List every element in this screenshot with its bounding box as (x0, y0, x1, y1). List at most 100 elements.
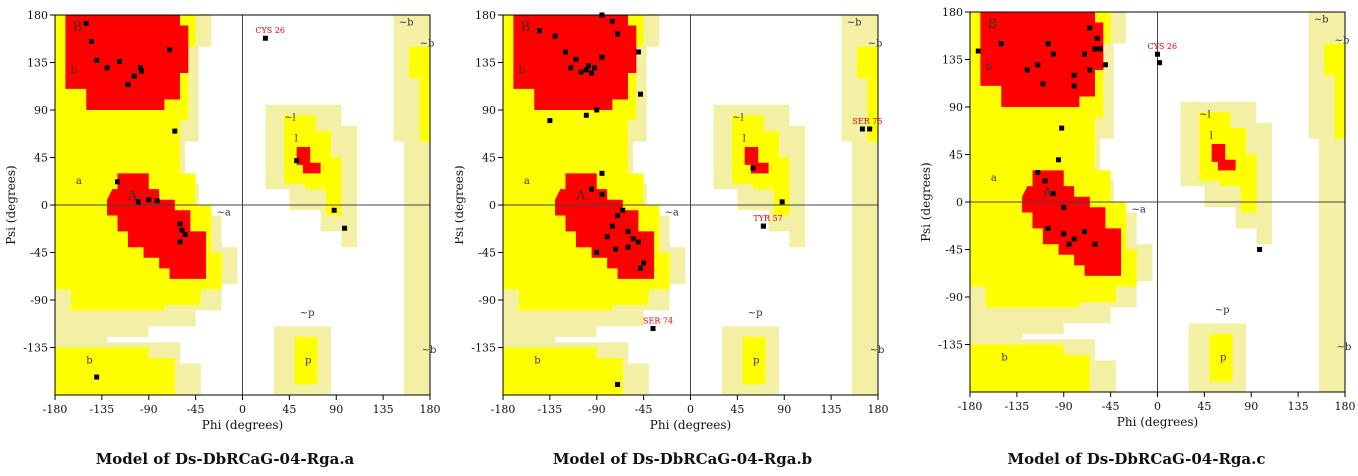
residue-point (131, 73, 137, 79)
residue-point (1082, 229, 1088, 235)
x-axis-label: Phi (degrees) (202, 418, 283, 432)
y-tick-label: -135 (471, 342, 496, 355)
x-tick-label: -135 (538, 403, 563, 416)
x-tick-label: 135 (821, 403, 842, 416)
ramachandran-plot-a: Bb a A ~a ~l l ~b ~p p ~b ~b b -180 -135 -90 -45 0 45 90 13… (4, 9, 441, 432)
residue-point (1045, 225, 1051, 231)
y-tick-label: 0 (956, 196, 963, 209)
outlier-point (650, 326, 656, 331)
region-label: b (1001, 352, 1007, 363)
region-allowed-p (1209, 333, 1233, 382)
residue-point (1024, 67, 1030, 73)
x-tick-label: -135 (90, 403, 115, 416)
caption-c: Model of Ds-DbRCaG-04-Rga.c (1007, 450, 1266, 468)
residue-point (599, 54, 605, 60)
y-tick-label: 90 (482, 104, 496, 117)
residue-point (172, 128, 178, 134)
region-label: a (524, 176, 530, 187)
residue-point (599, 170, 605, 176)
residue-point (1035, 62, 1041, 68)
ramachandran-plot-c: Bb a A ~a ~l l ~b ~p p ~b ~b b -180 -135 -90 -45 0 45 90 13… (919, 6, 1356, 429)
region-label: A (1042, 186, 1053, 201)
y-tick-label: 0 (41, 199, 48, 212)
x-tick-label: 45 (282, 403, 296, 416)
region-label: l (1210, 131, 1213, 142)
region-label: ~p (1215, 305, 1230, 316)
region-label: ~l (1199, 110, 1211, 121)
residue-point (604, 234, 610, 240)
residue-point (1092, 241, 1098, 247)
y-tick-label: 135 (475, 57, 496, 70)
outlier-label: CYS 26 (1148, 42, 1178, 51)
residue-point (594, 107, 600, 113)
y-axis-label: Psi (degrees) (4, 165, 18, 245)
region-label: l (295, 134, 298, 145)
region-label: ~b (420, 39, 435, 50)
residue-point (146, 197, 152, 203)
residue-point (1157, 60, 1163, 66)
region-label: a (991, 173, 997, 184)
residue-point (867, 126, 873, 132)
residue-point (1056, 157, 1062, 163)
residue-point (137, 65, 143, 71)
y-tick-label: 45 (482, 152, 496, 165)
caption-b: Model of Ds-DbRCaG-04-Rga.b (552, 450, 813, 468)
residue-point (1061, 204, 1067, 210)
residue-point (599, 191, 605, 197)
region-core-lambda (296, 146, 321, 174)
residue-point (1071, 236, 1077, 242)
region-label: B (988, 17, 998, 32)
residue-point (1082, 51, 1088, 57)
region-allowed-right (1324, 43, 1345, 139)
outlier-label: CYS 26 (255, 26, 285, 35)
x-tick-label: 180 (868, 403, 889, 416)
region-label: b (534, 355, 540, 366)
region-label: ~a (664, 208, 678, 219)
residue-point (1061, 231, 1067, 237)
residue-point (182, 232, 188, 238)
x-tick-label: -45 (1102, 400, 1120, 413)
residue-point (138, 68, 144, 74)
residue-point (635, 49, 641, 55)
y-tick-label: -90 (945, 291, 963, 304)
x-tick-label: -180 (491, 403, 516, 416)
y-tick-label: -90 (30, 294, 48, 307)
residue-point (1045, 41, 1051, 47)
region-label: ~b (1314, 15, 1329, 26)
y-tick-label: -45 (478, 247, 496, 260)
x-tick-label: 0 (1154, 400, 1161, 413)
x-tick-label: 0 (687, 403, 694, 416)
residue-point (179, 227, 185, 233)
outlier-point (760, 223, 766, 229)
residue-point (547, 118, 553, 124)
y-tick-label: 135 (942, 54, 963, 67)
residue-point (573, 56, 579, 62)
region-core-beta (65, 15, 189, 110)
region-label: A (575, 189, 586, 204)
x-tick-label: 135 (373, 403, 394, 416)
residue-point (609, 18, 615, 24)
residue-point (630, 236, 636, 242)
residue-point (615, 213, 621, 219)
x-axis-label: Phi (degrees) (650, 418, 731, 432)
residue-point (115, 179, 120, 185)
residue-point (1257, 247, 1263, 252)
region-core-lambda (744, 146, 769, 174)
residue-point (331, 207, 337, 213)
region-label: ~b (847, 18, 862, 29)
x-tick-label: -45 (187, 403, 205, 416)
residue-point (342, 225, 348, 231)
region-label: p (753, 355, 759, 366)
residue-point (613, 246, 618, 252)
residue-point (625, 228, 631, 234)
region-label: ~p (300, 308, 315, 319)
residue-point (609, 223, 615, 229)
y-tick-label: 45 (34, 152, 48, 165)
caption-a: Model of Ds-DbRCaG-04-Rga.a (95, 450, 355, 468)
residue-point (1094, 35, 1100, 41)
region-label: a (76, 176, 82, 187)
y-tick-label: -45 (30, 247, 48, 260)
region-allowed-p (742, 336, 766, 385)
